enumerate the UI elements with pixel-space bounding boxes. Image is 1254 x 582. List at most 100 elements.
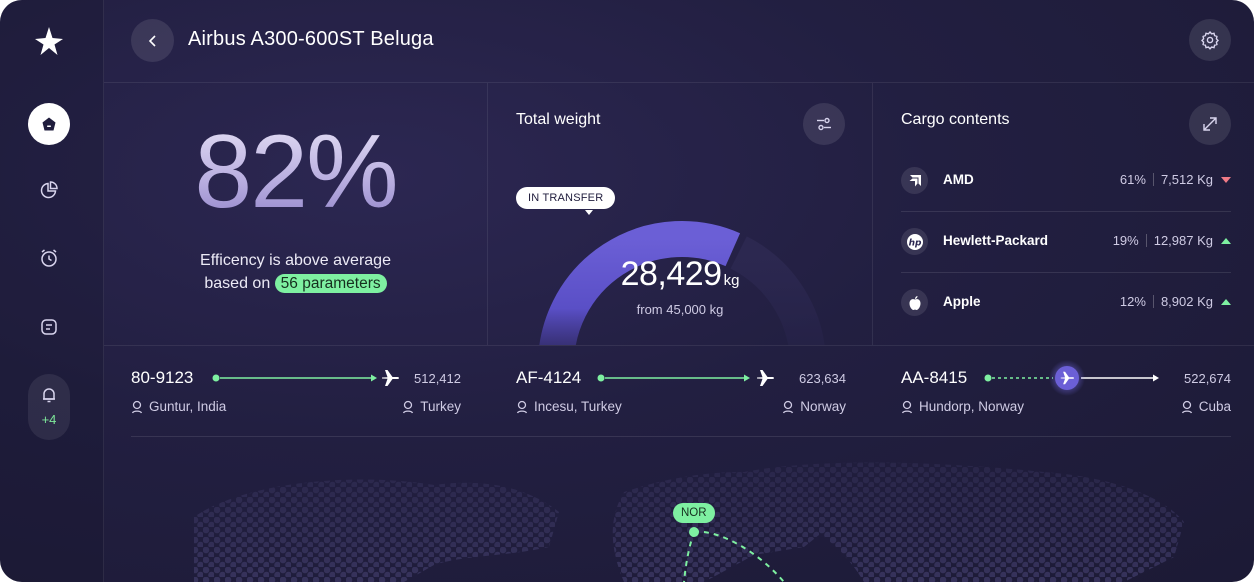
location-pin-icon: [901, 400, 913, 413]
trend-down-icon: [1221, 176, 1231, 183]
origin-label: Incesu, Turkey: [534, 399, 622, 414]
cargo-stat: 61% 7,512 Kg: [1120, 172, 1231, 187]
pie-chart-icon: [40, 181, 58, 199]
location-pin-icon: [403, 400, 414, 413]
cargo-item-hp[interactable]: hp Hewlett-Packard 19% 12,987 Kg: [901, 211, 1231, 273]
gauge-fill: [539, 221, 741, 345]
cargo-stat: 19% 12,987 Kg: [1113, 233, 1231, 248]
bell-icon: [43, 388, 55, 403]
location-pin-icon: [516, 400, 528, 413]
route-count: 623,634: [799, 371, 846, 386]
flight-code: 80-9123: [131, 368, 194, 387]
map-marker-label: NOR: [673, 503, 715, 523]
nav-documents-button[interactable]: [28, 306, 70, 348]
route-destination: Turkey: [402, 399, 461, 414]
gear-icon: [1201, 30, 1219, 50]
home-icon: [42, 117, 56, 131]
weight-gauge: [539, 221, 825, 345]
weight-capacity: from 45,000 kg: [636, 302, 724, 317]
chevron-left-icon: [148, 34, 156, 47]
cargo-percent: 12%: [1119, 294, 1146, 309]
cargo-percent: 61%: [1119, 172, 1146, 187]
world-map: [194, 462, 1184, 582]
efficiency-line-1: Efficency is above average: [200, 252, 391, 269]
route-origin: Incesu, Turkey: [516, 399, 622, 414]
efficiency-percent: 82%: [104, 117, 487, 227]
location-pin-icon: [131, 400, 143, 413]
notifications-button[interactable]: +4: [28, 374, 70, 440]
page-title: Airbus A300-600ST Beluga: [188, 28, 434, 50]
alarm-clock-icon: [41, 249, 57, 267]
sidebar: +4: [0, 0, 104, 582]
weight-value: 28,429 kg: [488, 255, 872, 294]
trend-up-icon: [1221, 298, 1231, 305]
weight-title: Total weight: [516, 111, 601, 128]
document-icon: [41, 319, 57, 335]
route-origin: Hundorp, Norway: [901, 399, 1024, 414]
routes-divider: [131, 436, 1231, 437]
cargo-weight: 7,512 Kg: [1160, 172, 1213, 187]
efficiency-panel: 82% Efficency is above average based on …: [104, 83, 488, 346]
svg-text:hp: hp: [908, 238, 921, 248]
parameters-badge: 56 parameters: [274, 274, 387, 293]
route-count: 512,412: [414, 371, 461, 386]
efficiency-description: Efficency is above average based on 56 p…: [104, 249, 487, 295]
divider: [1152, 295, 1154, 308]
star-logo-icon[interactable]: [33, 25, 65, 57]
flight-path: [693, 530, 785, 582]
cargo-percent: 19%: [1112, 233, 1139, 248]
header: Airbus A300-600ST Beluga: [104, 0, 1254, 83]
destination-label: Cuba: [1198, 399, 1231, 414]
location-pin-icon: [1181, 400, 1192, 413]
apple-logo-icon: [901, 289, 928, 316]
origin-label: Hundorp, Norway: [919, 399, 1025, 414]
divider: [1152, 173, 1154, 186]
amd-logo-icon: [901, 167, 928, 194]
route-progress: [597, 370, 774, 386]
trend-up-icon: [1221, 237, 1231, 244]
weight-unit: kg: [723, 272, 740, 289]
plane-icon: [382, 370, 399, 386]
map-marker[interactable]: [689, 527, 699, 537]
hp-logo-icon: hp: [901, 228, 928, 255]
route-origin: Guntur, India: [131, 399, 226, 414]
nav-home-button[interactable]: [28, 103, 70, 145]
gauge-track: [730, 236, 825, 345]
expand-icon: [1203, 117, 1217, 131]
cargo-item-apple[interactable]: Apple 12% 8,902 Kg: [901, 272, 1231, 333]
cargo-item-amd[interactable]: AMD 61% 7,512 Kg: [901, 150, 1231, 212]
divider: [1145, 234, 1147, 247]
expand-button[interactable]: [1189, 103, 1231, 145]
cargo-weight: 12,987 Kg: [1153, 233, 1213, 248]
notification-count: +4: [41, 412, 57, 427]
weight-panel: Total weight IN TRANSFER 28,429 kg: [488, 83, 873, 346]
cargo-stat: 12% 8,902 Kg: [1120, 294, 1231, 309]
back-button[interactable]: [131, 19, 174, 62]
flight-code: AF-4124: [516, 368, 582, 387]
cargo-weight: 8,902 Kg: [1160, 294, 1213, 309]
weight-number: 28,429: [620, 255, 723, 293]
origin-label: Guntur, India: [149, 399, 227, 414]
destination-label: Norway: [800, 399, 846, 414]
route-destination: Cuba: [1181, 399, 1231, 414]
filter-button[interactable]: [803, 103, 845, 145]
route-destination: Norway: [782, 399, 846, 414]
route-count: 522,674: [1184, 371, 1231, 386]
nav-analytics-button[interactable]: [28, 169, 70, 211]
plane-icon: [757, 370, 774, 386]
destination-label: Turkey: [420, 399, 461, 414]
cargo-brand-name: Apple: [943, 294, 981, 309]
efficiency-line-2: based on: [204, 275, 271, 292]
route-progress: [212, 370, 399, 386]
route-card[interactable]: AA-8415 522,674 Hundorp, Norway Cuba: [901, 346, 1231, 436]
cargo-brand-name: Hewlett-Packard: [943, 233, 1049, 248]
nav-alarm-button[interactable]: [28, 237, 70, 279]
route-card[interactable]: AF-4124 623,634 Incesu, Turkey Norway: [516, 346, 846, 436]
settings-button[interactable]: [1189, 19, 1231, 61]
cargo-title: Cargo contents: [901, 111, 1010, 128]
sliders-icon: [817, 117, 831, 131]
flight-code: AA-8415: [901, 368, 968, 387]
route-progress: [984, 360, 1159, 396]
route-card[interactable]: 80-9123 512,412 Guntur, India Turkey: [131, 346, 461, 436]
